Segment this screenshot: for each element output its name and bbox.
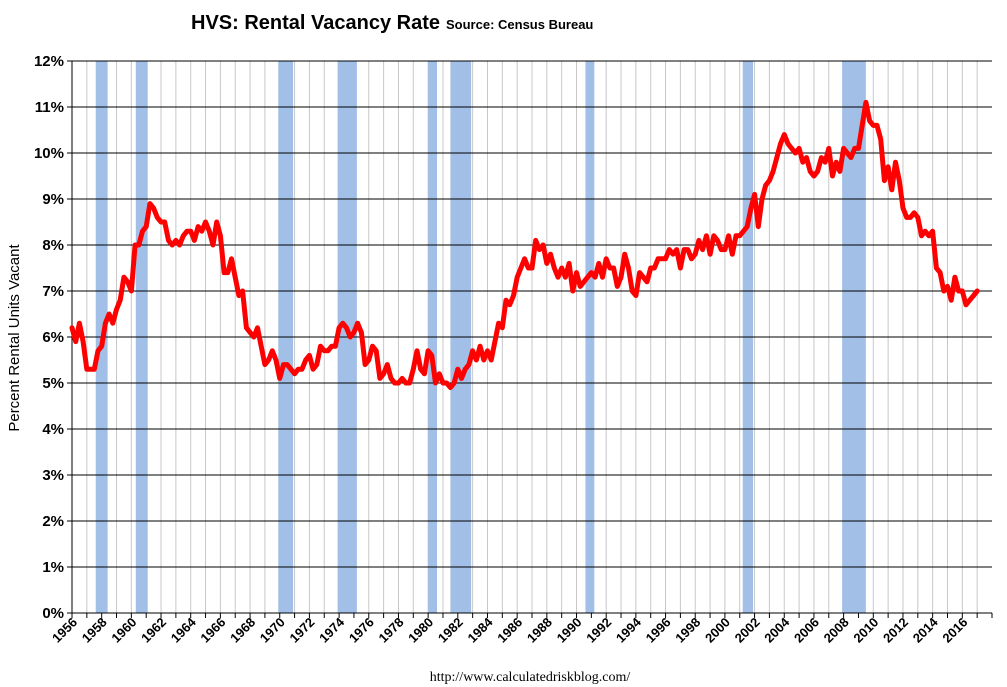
y-tick-label: 5% (42, 375, 64, 392)
y-axis-label: Percent Rental Units Vacant (6, 244, 23, 432)
y-tick-label: 10% (34, 145, 64, 162)
y-tick-label: 4% (42, 421, 64, 438)
footer-url: http://www.calculatedriskblog.com/ (430, 670, 631, 685)
y-tick-label: 0% (42, 605, 64, 622)
chart-title: HVS: Rental Vacancy Rate (191, 12, 440, 34)
y-tick-label: 9% (42, 191, 64, 208)
plot-area: 0%1%2%3%4%5%6%7%8%9%10%11%12%19561958196… (34, 53, 993, 646)
y-tick-label: 3% (42, 467, 64, 484)
y-tick-label: 6% (42, 329, 64, 346)
y-tick-label: 7% (42, 283, 64, 300)
rental-vacancy-line (69, 99, 980, 391)
y-tick-label: 1% (42, 559, 64, 576)
y-tick-label: 12% (34, 53, 64, 70)
y-tick-label: 11% (35, 99, 64, 116)
y-tick-label: 2% (42, 513, 64, 530)
chart-subtitle: Source: Census Bureau (446, 17, 593, 32)
y-tick-label: 8% (42, 237, 64, 254)
